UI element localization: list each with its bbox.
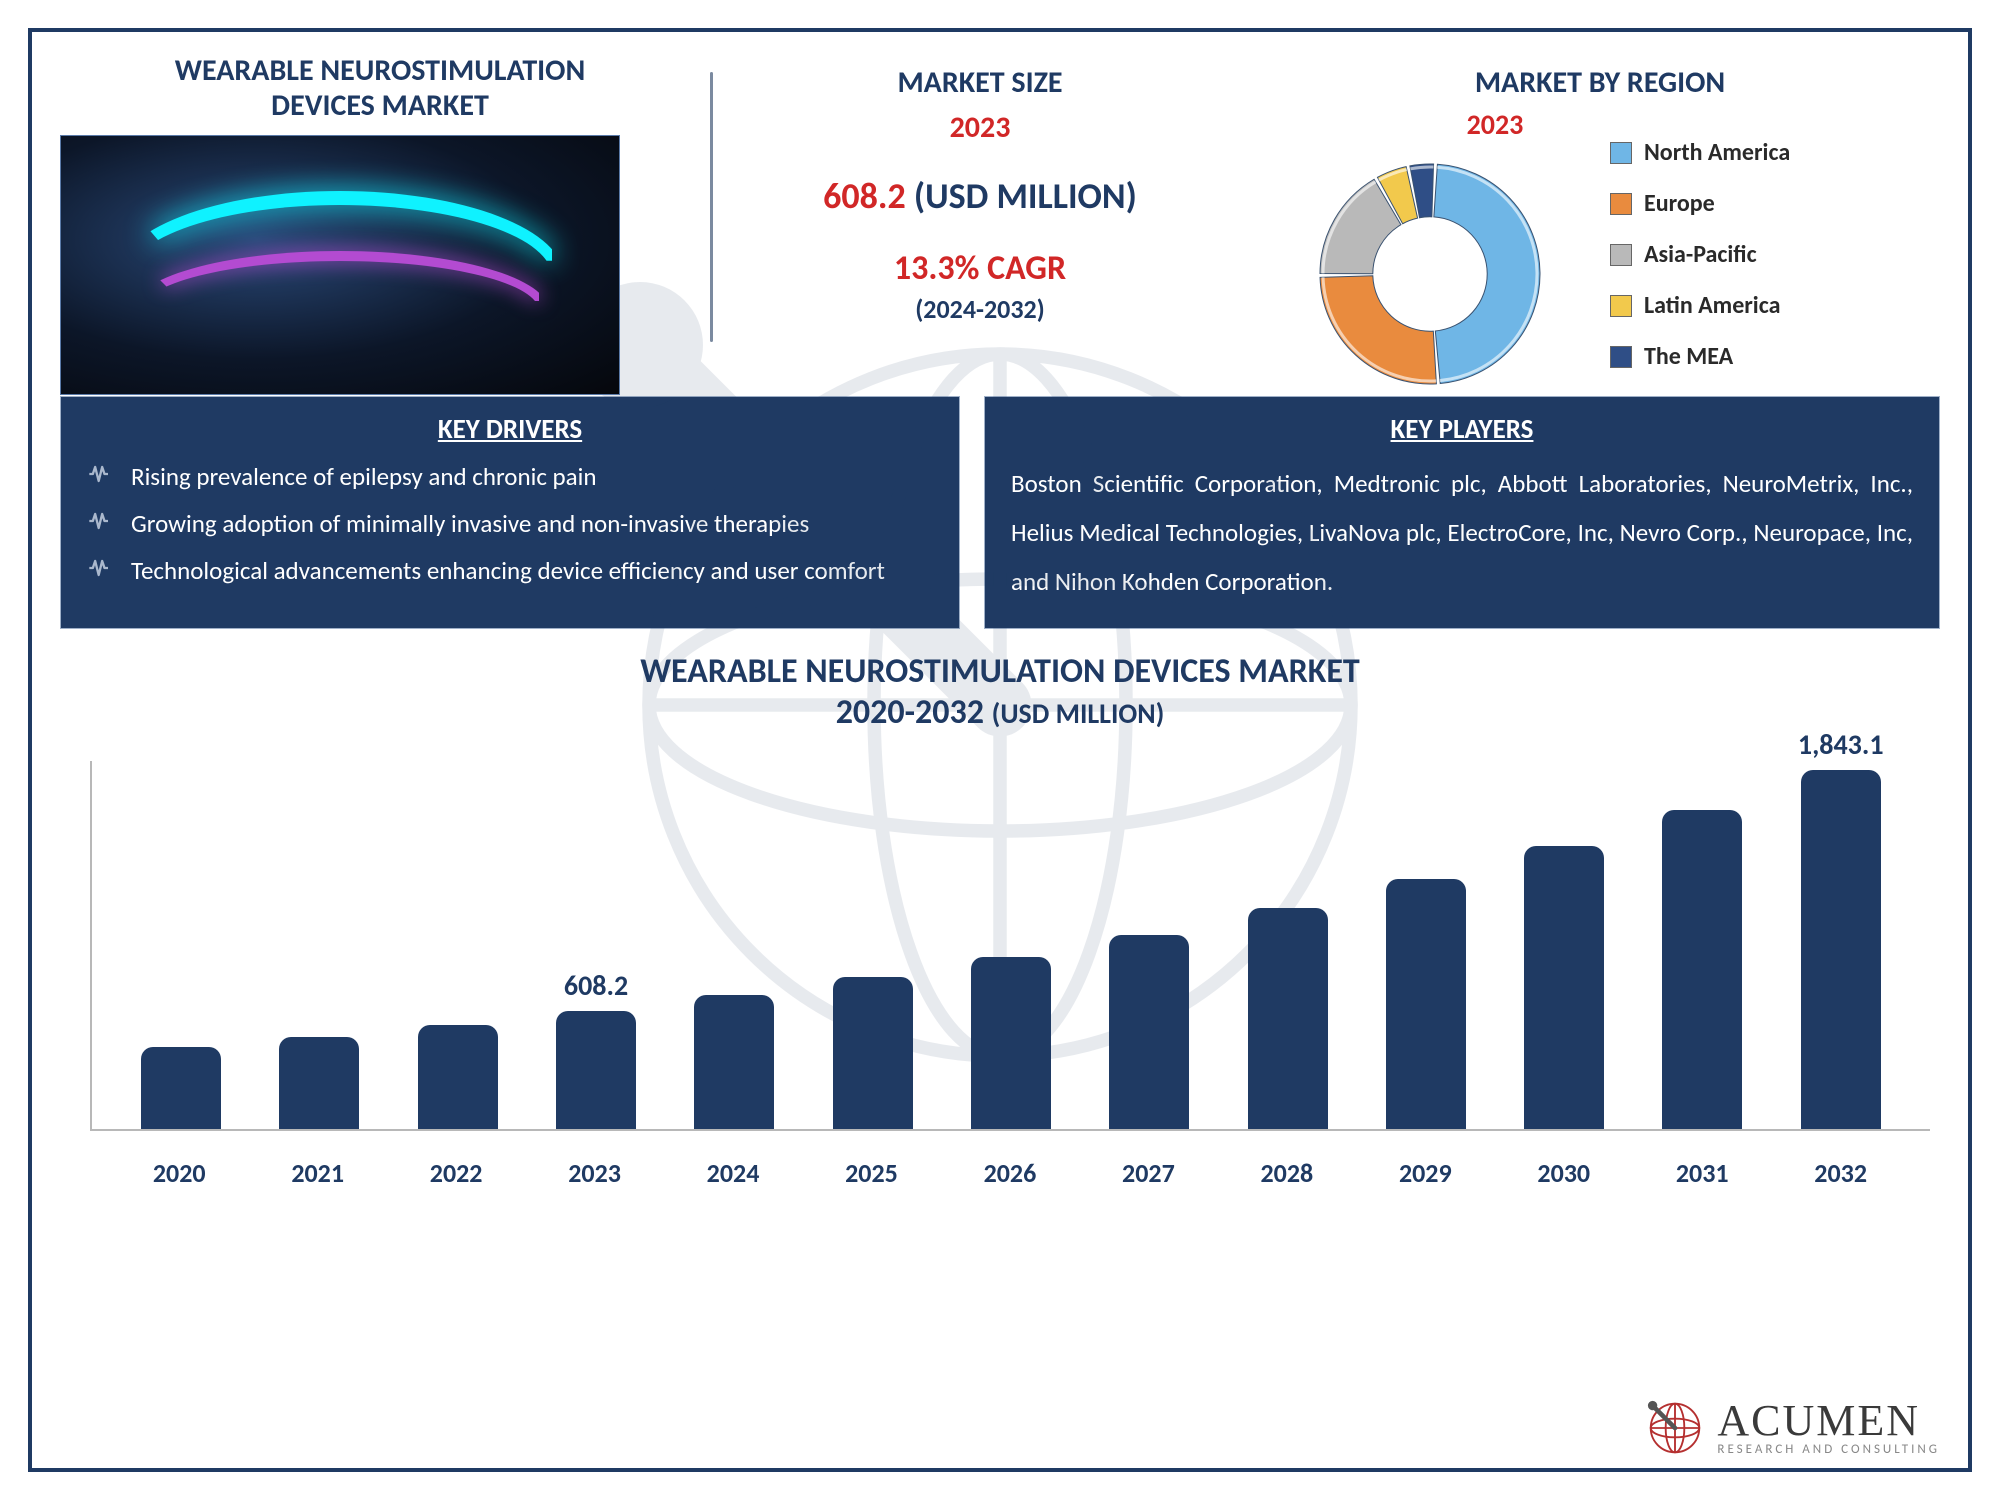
- legend-swatch: [1610, 142, 1632, 164]
- market-size-label: MARKET SIZE: [700, 64, 1260, 101]
- key-drivers-box: KEY DRIVERS Rising prevalence of epileps…: [60, 396, 960, 629]
- xaxis-tick: 2026: [947, 1141, 1073, 1191]
- xaxis-tick: 2021: [255, 1141, 381, 1191]
- region-panel: MARKET BY REGION 2023 North AmericaEurop…: [1260, 54, 1940, 404]
- xaxis-tick: 2032: [1778, 1141, 1904, 1191]
- bar-chart-title-line1: WEARABLE NEUROSTIMULATION DEVICES MARKET: [640, 651, 1360, 692]
- bar: [1524, 846, 1604, 1129]
- legend-item: Asia-Pacific: [1610, 240, 1790, 269]
- bar-chart-title: WEARABLE NEUROSTIMULATION DEVICES MARKET…: [60, 651, 1940, 733]
- market-size-period: (2024-2032): [700, 293, 1260, 325]
- xaxis-tick: 2027: [1085, 1141, 1211, 1191]
- region-heading: MARKET BY REGION: [1260, 64, 1940, 101]
- bar: [971, 957, 1051, 1129]
- driver-text: Technological advancements enhancing dev…: [131, 554, 885, 591]
- bar-column: [671, 995, 797, 1129]
- bar-chart-plot: 608.2 1,843.1: [90, 761, 1930, 1131]
- main-title: WEARABLE NEUROSTIMULATION DEVICES MARKET: [60, 54, 700, 123]
- bar: [418, 1025, 498, 1129]
- bar-column: [1363, 879, 1489, 1129]
- legend-label: Asia-Pacific: [1644, 240, 1757, 269]
- bar-column: [395, 1025, 521, 1129]
- xaxis-tick: 2031: [1639, 1141, 1765, 1191]
- bar: [556, 1011, 636, 1129]
- xaxis-tick: 2024: [670, 1141, 796, 1191]
- region-donut-chart: [1280, 134, 1580, 404]
- signal-icon: [87, 460, 117, 497]
- logo-tagline: RESEARCH AND CONSULTING: [1717, 1443, 1940, 1456]
- bar-column: 1,843.1: [1778, 770, 1904, 1129]
- bar: [694, 995, 774, 1129]
- driver-item: Technological advancements enhancing dev…: [87, 554, 933, 591]
- bar-column: [1639, 810, 1765, 1129]
- market-size-panel: MARKET SIZE 2023 608.2 (USD MILLION) 13.…: [700, 54, 1260, 325]
- driver-item: Growing adoption of minimally invasive a…: [87, 507, 933, 544]
- bar-column: [257, 1037, 383, 1130]
- signal-icon: [87, 554, 117, 591]
- bar: [1801, 770, 1881, 1129]
- legend-label: Latin America: [1644, 291, 1780, 320]
- bar-value-label: 608.2: [564, 968, 628, 1003]
- xaxis-tick: 2023: [532, 1141, 658, 1191]
- bar-column: [1501, 846, 1627, 1129]
- xaxis-tick: 2029: [1362, 1141, 1488, 1191]
- brand-logo: ACUMEN RESEARCH AND CONSULTING: [1647, 1399, 1940, 1456]
- bar-chart-title-line2b: (USD MILLION): [992, 697, 1165, 731]
- bar: [1248, 908, 1328, 1129]
- legend-label: The MEA: [1644, 342, 1733, 371]
- bar-column: [118, 1047, 244, 1129]
- legend-label: North America: [1644, 138, 1790, 167]
- xaxis-tick: 2028: [1224, 1141, 1350, 1191]
- region-legend: North America Europe Asia-Pacific Latin Ame…: [1610, 134, 1790, 371]
- bar: [833, 977, 913, 1129]
- key-drivers-title: KEY DRIVERS: [87, 413, 933, 446]
- market-size-cagr: 13.3% CAGR: [700, 248, 1260, 289]
- legend-label: Europe: [1644, 189, 1715, 218]
- globe-icon: [1647, 1400, 1703, 1456]
- bar: [279, 1037, 359, 1130]
- key-players-text: Boston Scientific Corporation, Medtronic…: [1011, 460, 1913, 606]
- bar-value-label: 1,843.1: [1798, 727, 1884, 762]
- xaxis-tick: 2020: [116, 1141, 242, 1191]
- driver-text: Rising prevalence of epilepsy and chroni…: [131, 460, 597, 497]
- bar: [1109, 935, 1189, 1130]
- legend-item: The MEA: [1610, 342, 1790, 371]
- logo-name: ACUMEN: [1717, 1399, 1940, 1443]
- xaxis-tick: 2022: [393, 1141, 519, 1191]
- legend-item: Europe: [1610, 189, 1790, 218]
- bar-chart-section: WEARABLE NEUROSTIMULATION DEVICES MARKET…: [60, 651, 1940, 1191]
- xaxis-tick: 2025: [808, 1141, 934, 1191]
- bar-chart-xaxis: 2020 20212022 202320242025 20262027 20282029…: [90, 1141, 1930, 1191]
- legend-swatch: [1610, 346, 1632, 368]
- legend-swatch: [1610, 244, 1632, 266]
- bar-column: [1225, 908, 1351, 1129]
- main-title-line2: DEVICES MARKET: [271, 87, 489, 124]
- vertical-divider: [710, 72, 713, 342]
- bar: [141, 1047, 221, 1129]
- infographic-frame: WEARABLE NEUROSTIMULATION DEVICES MARKET…: [28, 28, 1972, 1472]
- bar-column: [810, 977, 936, 1129]
- driver-item: Rising prevalence of epilepsy and chroni…: [87, 460, 933, 497]
- market-size-number: 608.2: [823, 174, 906, 218]
- xaxis-tick: 2030: [1501, 1141, 1627, 1191]
- market-size-value: 608.2 (USD MILLION): [700, 174, 1260, 218]
- bar: [1386, 879, 1466, 1129]
- legend-item: North America: [1610, 138, 1790, 167]
- product-hero-image: [60, 135, 620, 395]
- bar-column: [948, 957, 1074, 1129]
- bar-chart-title-line2a: 2020-2032: [836, 692, 984, 733]
- legend-swatch: [1610, 295, 1632, 317]
- bar: [1662, 810, 1742, 1129]
- legend-swatch: [1610, 193, 1632, 215]
- market-size-unit: (USD MILLION): [914, 174, 1137, 218]
- bar-column: [1086, 935, 1212, 1130]
- bar-column: 608.2: [533, 1011, 659, 1129]
- key-players-box: KEY PLAYERS Boston Scientific Corporatio…: [984, 396, 1940, 629]
- donut-slice: [1434, 164, 1540, 383]
- legend-item: Latin America: [1610, 291, 1790, 320]
- signal-icon: [87, 507, 117, 544]
- key-players-title: KEY PLAYERS: [1011, 413, 1913, 446]
- driver-text: Growing adoption of minimally invasive a…: [131, 507, 809, 544]
- main-title-line1: WEARABLE NEUROSTIMULATION: [175, 52, 585, 89]
